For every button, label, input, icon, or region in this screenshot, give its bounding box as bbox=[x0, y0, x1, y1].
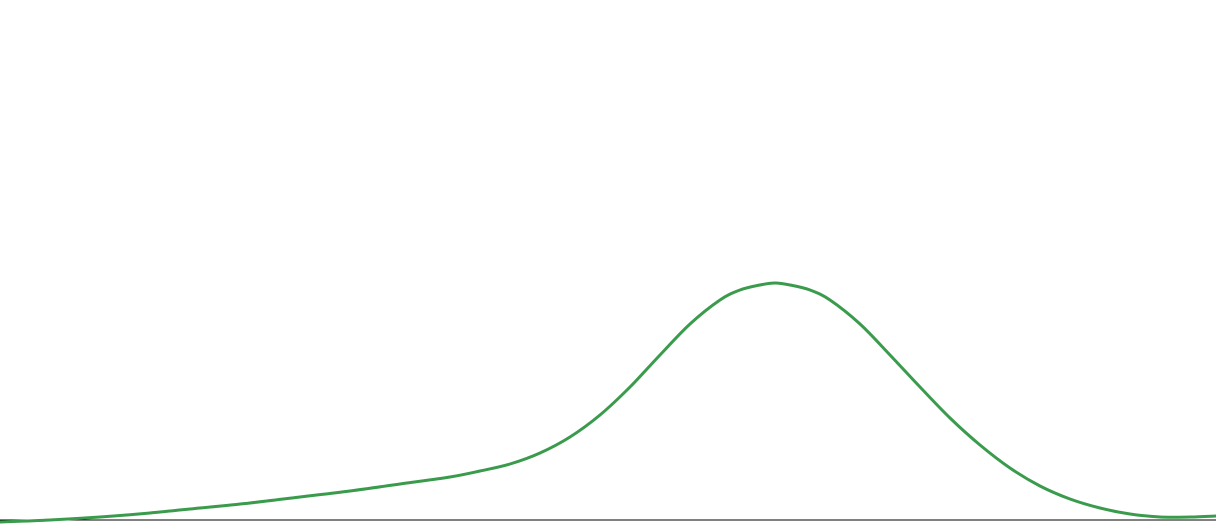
chart-container bbox=[0, 0, 1216, 527]
chart-background bbox=[0, 0, 1216, 527]
density-chart bbox=[0, 0, 1216, 527]
